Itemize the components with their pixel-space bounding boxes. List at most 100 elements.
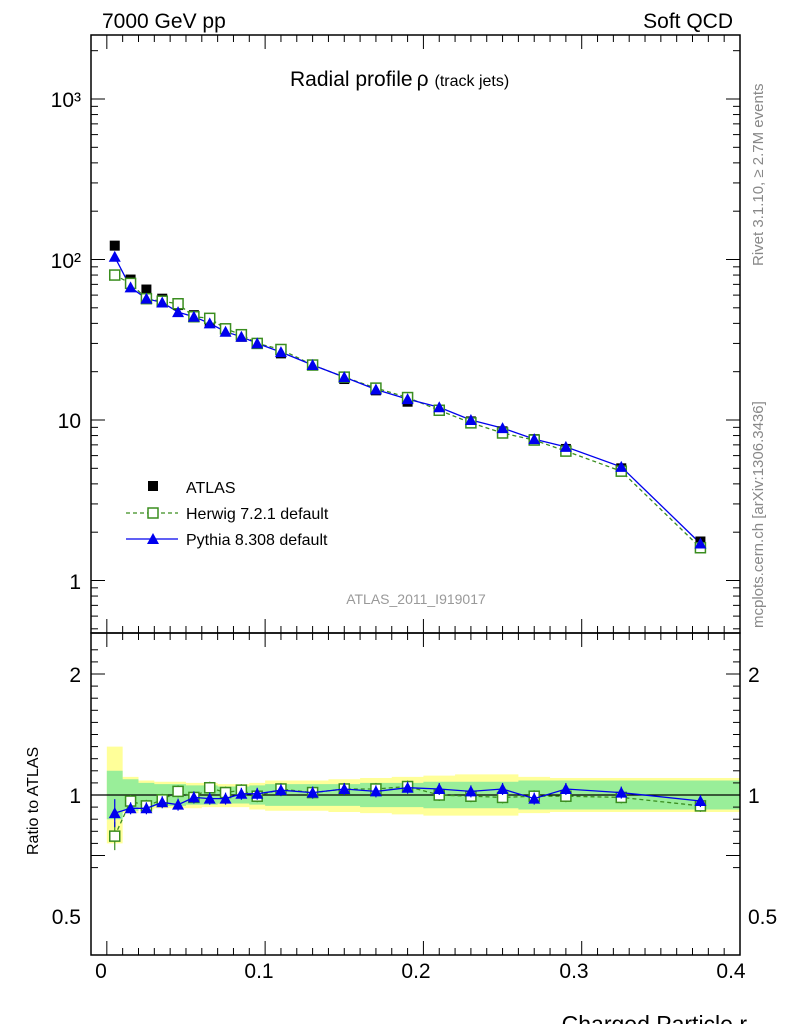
- x-axis-label: Charged Particle r: [562, 1011, 748, 1024]
- main-point-pythia: [251, 337, 264, 349]
- rivet-version-text: Rivet 3.1.10, ≥ 2.7M events: [750, 84, 767, 267]
- ratio-ytick-label-1: 1: [69, 785, 81, 808]
- ratio-point-pythia: [464, 785, 477, 797]
- chart-title-symbol: ρ: [417, 68, 429, 91]
- main-point-pythia: [433, 401, 446, 413]
- main-point-herwig: [108, 269, 121, 281]
- main-series-line-pythia: [114, 256, 701, 544]
- legend-marker-pythia: [147, 533, 159, 544]
- main-ytick-label-1000: 10³: [51, 89, 81, 112]
- ratio-point-pythia: [251, 787, 264, 799]
- legend-label-herwig: Herwig 7.2.1 default: [186, 506, 329, 523]
- xtick-label-0: 0: [95, 960, 107, 983]
- main-point-pythia: [235, 330, 248, 342]
- x-tick-labels: 0 0.1 0.2 0.3 0.4: [95, 960, 746, 983]
- xtick-label-0-2: 0.2: [401, 960, 430, 983]
- xtick-label-0-1: 0.1: [244, 960, 273, 983]
- main-point-pythia: [274, 346, 287, 358]
- header-right-text: Soft QCD: [643, 10, 733, 33]
- main-point-atlas: [141, 284, 152, 295]
- chart-title-suffix: (track jets): [435, 73, 510, 90]
- legend-label-pythia: Pythia 8.308 default: [186, 532, 328, 549]
- main-point-pythia: [140, 292, 153, 304]
- ratio-point-pythia: [559, 782, 572, 794]
- ratio-point-pythia: [433, 782, 446, 794]
- ratio-data-layer: [108, 780, 707, 851]
- ratio-point-pythia: [219, 792, 232, 804]
- ratio-point-pythia: [156, 796, 169, 808]
- main-point-pythia: [559, 440, 572, 452]
- main-point-pythia: [172, 306, 185, 318]
- main-y-tick-labels: 1 10 10² 10³: [51, 89, 81, 594]
- legend-label-atlas: ATLAS: [186, 480, 236, 497]
- ratio-point-pythia: [203, 792, 216, 804]
- main-plot-panel: 1 10 10² 10³ Radial profile ρ (track jets)…: [51, 34, 741, 634]
- ratio-ytick-label-2: 2: [69, 664, 81, 687]
- main-point-pythia: [306, 359, 319, 371]
- ratio-ytick-label-1-right: 1: [748, 785, 760, 808]
- main-point-pythia: [187, 310, 200, 322]
- ratio-point-herwig: [108, 830, 121, 842]
- main-point-pythia: [203, 317, 216, 329]
- xtick-label-0-4: 0.4: [716, 960, 746, 983]
- y-axis-label: Ratio to ATLAS: [25, 747, 42, 855]
- ratio-point-pythia: [124, 802, 137, 814]
- main-point-pythia: [615, 460, 628, 472]
- main-point-pythia: [528, 433, 541, 445]
- ratio-ytick-label-2-right: 2: [748, 664, 760, 687]
- main-ytick-label-10: 10: [58, 410, 81, 433]
- ratio-point-pythia: [306, 786, 319, 798]
- ratio-plot-frame: [90, 632, 741, 956]
- xtick-label-0-3: 0.3: [559, 960, 588, 983]
- ratio-point-pythia: [694, 795, 707, 807]
- ratio-point-pythia: [369, 785, 382, 797]
- ratio-ytick-label-0-5: 0.5: [52, 906, 81, 929]
- ratio-point-pythia: [528, 792, 541, 804]
- ratio-point-pythia: [140, 802, 153, 814]
- legend-entry-pythia: Pythia 8.308 default: [126, 532, 328, 549]
- ratio-point-pythia: [274, 784, 287, 796]
- main-point-pythia: [156, 296, 169, 308]
- main-point-pythia: [401, 393, 414, 405]
- ratio-point-pythia: [187, 791, 200, 803]
- ratio-point-pythia: [401, 781, 414, 793]
- main-point-pythia: [694, 537, 707, 549]
- main-point-pythia: [124, 281, 137, 293]
- ratio-point-herwig: [203, 781, 216, 794]
- main-point-pythia: [496, 422, 509, 434]
- main-point-pythia: [369, 383, 382, 395]
- ratio-y-tick-labels: 0.5 1 2 0.5 1 2: [52, 664, 777, 929]
- main-point-atlas: [109, 240, 120, 251]
- ratio-point-pythia: [615, 786, 628, 798]
- ratio-series-line-pythia: [114, 787, 701, 814]
- main-point-pythia: [464, 414, 477, 425]
- ratio-point-pythia: [235, 787, 248, 799]
- ratio-point-pythia: [108, 807, 121, 819]
- main-series-line-herwig: [114, 274, 701, 549]
- main-axis-ticks: [91, 35, 741, 633]
- legend-marker-atlas: [148, 481, 158, 491]
- ratio-axis-ticks: [91, 633, 741, 955]
- main-point-pythia: [338, 371, 351, 383]
- legend-entry-herwig: Herwig 7.2.1 default: [126, 506, 329, 523]
- legend: ATLAS Herwig 7.2.1 default Pythia 8.308 …: [126, 480, 329, 549]
- ratio-point-herwig: [172, 785, 184, 798]
- ratio-point-pythia: [496, 782, 509, 794]
- analysis-watermark: ATLAS_2011_I919017: [346, 591, 486, 607]
- main-data-layer: [108, 240, 707, 554]
- main-point-pythia: [108, 250, 121, 262]
- chart-title: Radial profile ρ (track jets): [290, 68, 509, 91]
- main-point-pythia: [219, 325, 232, 337]
- main-ytick-label-1: 1: [69, 571, 81, 594]
- mcplots-reference-text: mcplots.cern.ch [arXiv:1306.3436]: [750, 401, 767, 628]
- main-ytick-label-100: 10²: [51, 250, 81, 273]
- chart-title-text: Radial profile: [290, 68, 413, 91]
- ratio-point-pythia: [338, 782, 351, 794]
- legend-marker-herwig: [147, 507, 159, 519]
- header-left-text: 7000 GeV pp: [102, 10, 226, 33]
- ratio-point-pythia: [172, 798, 185, 810]
- ratio-ytick-label-0-5-right: 0.5: [748, 906, 777, 929]
- ratio-plot-panel: 0.5 1 2 0.5 1 2 0 0.1 0.2 0.3 0.4 Ratio …: [25, 632, 777, 1024]
- legend-entry-atlas: ATLAS: [148, 480, 236, 497]
